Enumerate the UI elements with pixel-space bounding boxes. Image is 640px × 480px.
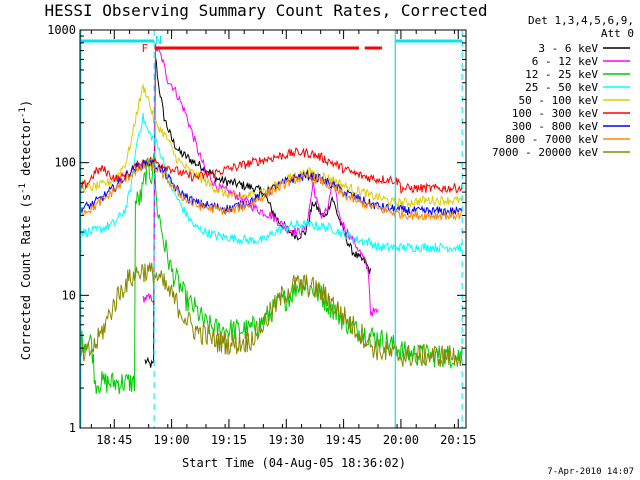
y-tick-label: 1000 <box>47 23 76 37</box>
legend-header: Att 0 <box>601 27 634 40</box>
timestamp: 7-Apr-2010 14:07 <box>547 467 634 477</box>
legend-label: 3 - 6 keV <box>538 42 598 55</box>
series-line <box>79 83 463 209</box>
series-line <box>79 147 463 194</box>
y-label-sup1: -1 <box>18 183 28 194</box>
legend-label: 300 - 800 keV <box>512 120 598 133</box>
series-line <box>142 43 379 317</box>
y-tick-label: 1 <box>69 421 76 435</box>
legend-label: 50 - 100 keV <box>519 94 599 107</box>
series-line <box>79 153 463 395</box>
x-tick-label: 19:15 <box>211 433 247 447</box>
legend-label: 6 - 12 keV <box>532 55 599 68</box>
series-group <box>79 43 463 395</box>
x-tick-label: 20:00 <box>383 433 419 447</box>
legend-label: 100 - 300 keV <box>512 107 598 120</box>
x-tick-label: 19:45 <box>326 433 362 447</box>
legend-label: 800 - 7000 keV <box>505 133 598 146</box>
y-label-part1: Corrected Count Rate (s <box>19 194 33 360</box>
series-line <box>79 262 463 368</box>
axes: 1 10 100 1000 18:45 19:00 19:15 19:30 19:45 20:00… <box>47 23 476 447</box>
legend-label: 25 - 50 keV <box>525 81 598 94</box>
flare-flag-label: F <box>142 42 149 55</box>
y-label-part3: ) <box>19 100 33 107</box>
y-label-sup2: -1 <box>18 107 28 118</box>
x-tick-label: 18:45 <box>96 433 132 447</box>
series-line <box>79 159 463 217</box>
annotation-group: FN <box>80 30 463 428</box>
series-line <box>79 160 463 221</box>
series-line <box>144 57 371 368</box>
x-axis-label: Start Time (04-Aug-05 18:36:02) <box>182 456 406 470</box>
plot-frame <box>79 29 467 429</box>
y-tick-label: 100 <box>54 156 76 170</box>
y-tick-label: 10 <box>62 288 76 302</box>
legend-label: 12 - 25 keV <box>525 68 598 81</box>
x-tick-label: 19:00 <box>154 433 190 447</box>
chart-title: HESSI Observing Summary Count Rates, Cor… <box>44 1 487 20</box>
y-label-part2: detector <box>19 118 33 183</box>
x-tick-label: 19:30 <box>268 433 304 447</box>
x-tick-label: 20:15 <box>440 433 476 447</box>
series-line <box>79 112 463 254</box>
legend-header: Det 1,3,4,5,6,9, <box>528 14 634 27</box>
y-axis-label: Corrected Count Rate (s-1 detector-1) <box>18 100 33 360</box>
legend-label: 7000 - 20000 keV <box>492 146 598 159</box>
night-flag-label: N <box>155 34 162 47</box>
